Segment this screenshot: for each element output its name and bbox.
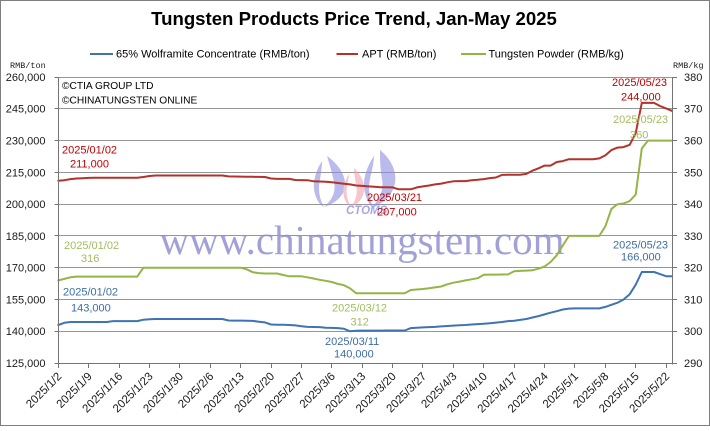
svg-text:230,000: 230,000 [6,136,46,148]
svg-text:207,000: 207,000 [377,207,417,219]
svg-text:312: 312 [351,317,369,329]
svg-text:2025/03/12: 2025/03/12 [332,303,387,315]
svg-text:©CTIA GROUP LTD: ©CTIA GROUP LTD [62,81,153,92]
svg-text:140,000: 140,000 [334,349,374,361]
svg-text:2025/05/23: 2025/05/23 [612,77,667,89]
svg-text:RMB/kg: RMB/kg [673,61,704,71]
svg-text:350: 350 [684,167,702,179]
svg-text:300: 300 [684,326,702,338]
svg-text:185,000: 185,000 [6,231,46,243]
svg-text:370: 370 [684,104,702,116]
svg-text:215,000: 215,000 [6,167,46,179]
svg-text:340: 340 [684,199,702,211]
svg-text:166,000: 166,000 [621,252,661,264]
svg-text:360: 360 [684,136,702,148]
svg-text:380: 380 [684,72,702,84]
svg-text:65% Wolframite Concentrate (RM: 65% Wolframite Concentrate (RMB/ton) [116,49,310,61]
svg-text:245,000: 245,000 [6,104,46,116]
svg-text:Tungsten Products Price Trend,: Tungsten Products Price Trend, Jan-May 2… [151,8,557,29]
svg-text:320: 320 [684,263,702,275]
svg-text:290: 290 [684,358,702,370]
svg-text:2025/05/23: 2025/05/23 [613,240,668,252]
svg-text:200,000: 200,000 [6,199,46,211]
svg-text:APT (RMB/ton): APT (RMB/ton) [362,49,436,61]
svg-text:2025/05/23: 2025/05/23 [613,114,668,126]
svg-text:260,000: 260,000 [6,72,46,84]
svg-text:244,000: 244,000 [621,92,661,104]
svg-text:310: 310 [684,294,702,306]
svg-text:©CHINATUNGSTEN ONLINE: ©CHINATUNGSTEN ONLINE [62,96,197,107]
svg-text:2025/01/02: 2025/01/02 [62,145,117,157]
svg-text:360: 360 [630,130,648,142]
svg-text:2025/03/11: 2025/03/11 [325,336,379,348]
svg-text:316: 316 [81,253,99,265]
svg-text:CTOMS: CTOMS [346,205,388,217]
svg-text:170,000: 170,000 [6,263,46,275]
svg-text:140,000: 140,000 [6,326,46,338]
svg-text:330: 330 [684,231,702,243]
svg-text:2025/01/02: 2025/01/02 [63,287,118,299]
svg-text:www.chinatungsten.com: www.chinatungsten.com [160,217,565,263]
svg-text:Tungsten Powder (RMB/kg): Tungsten Powder (RMB/kg) [489,49,624,61]
svg-text:125,000: 125,000 [6,358,46,370]
svg-text:211,000: 211,000 [70,159,109,171]
svg-text:155,000: 155,000 [6,294,46,306]
svg-text:2025/03/21: 2025/03/21 [367,192,422,204]
svg-text:RMB/ton: RMB/ton [10,61,46,71]
svg-text:2025/01/02: 2025/01/02 [64,240,119,252]
svg-text:143,000: 143,000 [71,303,111,315]
